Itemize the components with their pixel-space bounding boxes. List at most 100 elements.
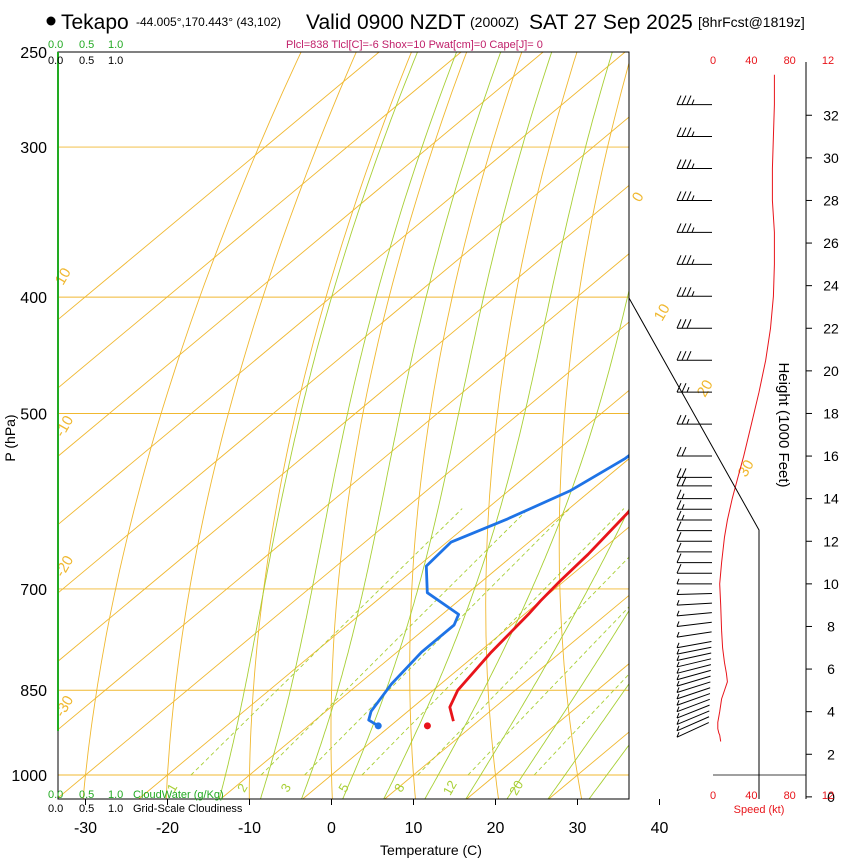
- wind-barb: [676, 351, 712, 361]
- mixing-ratio-line: [467, 606, 629, 776]
- dry-adiabat: [82, 52, 302, 799]
- isotherm-label: 0: [629, 189, 648, 205]
- mixing-ratio-line: [417, 556, 629, 776]
- wind-barb: [676, 468, 712, 478]
- mixing-ratio-label: 20: [506, 778, 526, 798]
- pressure-axis: 250 300 400 500 700 850 1000: [11, 45, 47, 785]
- dry-adiabat: [630, 31, 693, 801]
- wind-barb: [676, 287, 712, 297]
- speed-tick-label: 40: [745, 790, 757, 802]
- mixing-ratio-line: [533, 673, 629, 776]
- height-tick-label: 24: [823, 278, 839, 294]
- wind-barb: [676, 446, 712, 457]
- cw-tick-bottom-1: 0.5: [79, 789, 94, 801]
- x-axis: -30 -20 -10 0 10 20 30 40: [74, 799, 669, 837]
- wind-barb: [676, 652, 712, 662]
- moist-adiabat: [547, 683, 629, 799]
- speed-tick-label: 80: [784, 790, 796, 802]
- isotherm-line: [548, 731, 629, 799]
- wind-barb: [676, 631, 712, 638]
- mixing-ratio-line: [361, 508, 625, 776]
- isotherm-line: [58, 116, 629, 594]
- wind-barb: [676, 722, 709, 738]
- dewpoint-line: [367, 453, 629, 728]
- wind-barb: [676, 542, 712, 553]
- mixing-ratio-line: [190, 508, 463, 776]
- wind-barb: [676, 564, 712, 574]
- cloud-axis-top: 0.0 0.5 1.0 0.0 0.5 1.0: [48, 39, 123, 67]
- x-tick-label: 40: [651, 820, 669, 837]
- station-coords: -44.005°,170.443° (43,102): [136, 15, 281, 29]
- isotherm-line: [220, 458, 629, 799]
- mixing-ratio-line: [260, 508, 529, 776]
- x-tick-label: 10: [405, 820, 423, 837]
- wind-barbs: [676, 95, 712, 738]
- cloud-axis-bottom: 0.0 0.5 1.0 CloudWater (g/Kg) 0.0 0.5 1.…: [48, 789, 243, 815]
- wind-barb: [676, 589, 712, 596]
- isotherm-label: -20: [52, 553, 78, 580]
- moist-adiabat: [383, 52, 613, 799]
- dry-adiabat: [485, 52, 578, 799]
- wind-barb: [676, 414, 712, 425]
- wind-barb: [676, 710, 710, 725]
- wind-barb: [676, 716, 710, 732]
- height-tick-label: 6: [827, 661, 835, 677]
- isotherm-line: [58, 52, 462, 389]
- isotherm-line: [138, 389, 629, 799]
- x-axis-title: Temperature (C): [380, 842, 482, 858]
- isotherm-line: [58, 184, 629, 662]
- isotherm-line: [302, 526, 629, 799]
- cw-tick-top-0: 0.0: [48, 39, 63, 51]
- moist-adiabat: [218, 52, 418, 799]
- moist-adiabat: [342, 52, 553, 799]
- cw-tick-top-1: 0.5: [79, 39, 94, 51]
- isotherm-labels: 0 10 20 30 -10 -20 -30 10: [52, 189, 758, 720]
- plot-frame: [57, 51, 630, 800]
- station-name: Tekapo: [61, 11, 129, 34]
- dry-adiabat: [699, 31, 748, 801]
- isotherm-line: [466, 663, 629, 799]
- height-tick-label: 8: [827, 618, 835, 634]
- isotherm-line: [58, 321, 629, 799]
- valid-date: SAT 27 Sep 2025: [529, 11, 693, 34]
- wind-barb: [676, 610, 712, 617]
- wind-barb: [676, 319, 712, 329]
- isotherm-line: [58, 253, 629, 731]
- speed-tick-label: 80: [784, 55, 796, 67]
- wind-barb: [676, 532, 712, 542]
- forecast-info: [8hrFcst@1819z]: [698, 14, 805, 30]
- isotherm-label: 30: [735, 457, 758, 480]
- cl-tick-top-0: 0.0: [48, 55, 63, 67]
- moist-adiabat: [506, 609, 629, 799]
- wind-barb: [676, 693, 711, 706]
- height-tick-label: 14: [823, 491, 839, 507]
- speed-tick-label: 40: [745, 55, 757, 67]
- isotherm-label: 20: [694, 377, 717, 400]
- pressure-tick-label: 500: [20, 407, 47, 424]
- dry-adiabat: [248, 52, 412, 799]
- mixing-ratio-label: 8: [391, 781, 408, 795]
- mixing-ratio-label: 3: [278, 781, 295, 795]
- pressure-tick-label: 400: [20, 290, 47, 307]
- cw-tick-top-2: 1.0: [108, 39, 123, 51]
- wind-barb: [676, 489, 712, 500]
- mixing-ratio-label: 2: [234, 781, 251, 795]
- cw-tick-bottom-0: 0.0: [48, 789, 63, 801]
- x-tick-label: 30: [569, 820, 587, 837]
- wind-panel: Height (1000 Feet) Speed (kt) 0246810121…: [628, 55, 839, 816]
- y-axis-title: P (hPa): [2, 414, 18, 461]
- wind-barb: [676, 621, 712, 627]
- wind-barb: [676, 698, 710, 713]
- x-tick-label: 0: [327, 820, 336, 837]
- moist-adiabat: [259, 52, 458, 799]
- height-axis-title: Height (1000 Feet): [775, 362, 792, 487]
- isotherm-line: [58, 52, 626, 526]
- cl-tick-bottom-2: 1.0: [108, 803, 123, 815]
- wind-barb: [676, 223, 712, 233]
- isotherm-label: 10: [52, 265, 75, 288]
- wind-barb: [676, 664, 712, 674]
- height-tick-label: 0: [827, 789, 835, 805]
- speed-tick-label: 0: [710, 790, 716, 802]
- wind-barb: [676, 669, 711, 681]
